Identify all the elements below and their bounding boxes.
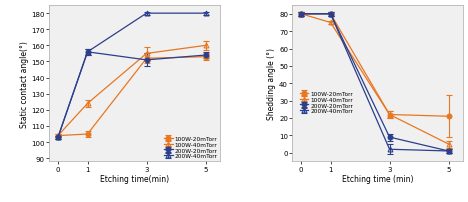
X-axis label: Etching time(min): Etching time(min)	[100, 175, 169, 183]
Y-axis label: Shedding angle (°): Shedding angle (°)	[267, 48, 276, 120]
Y-axis label: Static contact angle(°): Static contact angle(°)	[20, 41, 29, 127]
Legend: 100W-20mTorr, 100W-40mTorr, 200W-20mTorr, 200W-40mTorr: 100W-20mTorr, 100W-40mTorr, 200W-20mTorr…	[299, 90, 354, 115]
Legend: 100W-20mTorr, 100W-40mTorr, 200W-20mTorr, 200W-40mTorr: 100W-20mTorr, 100W-40mTorr, 200W-20mTorr…	[163, 135, 219, 160]
X-axis label: Etching time (min): Etching time (min)	[342, 175, 414, 183]
